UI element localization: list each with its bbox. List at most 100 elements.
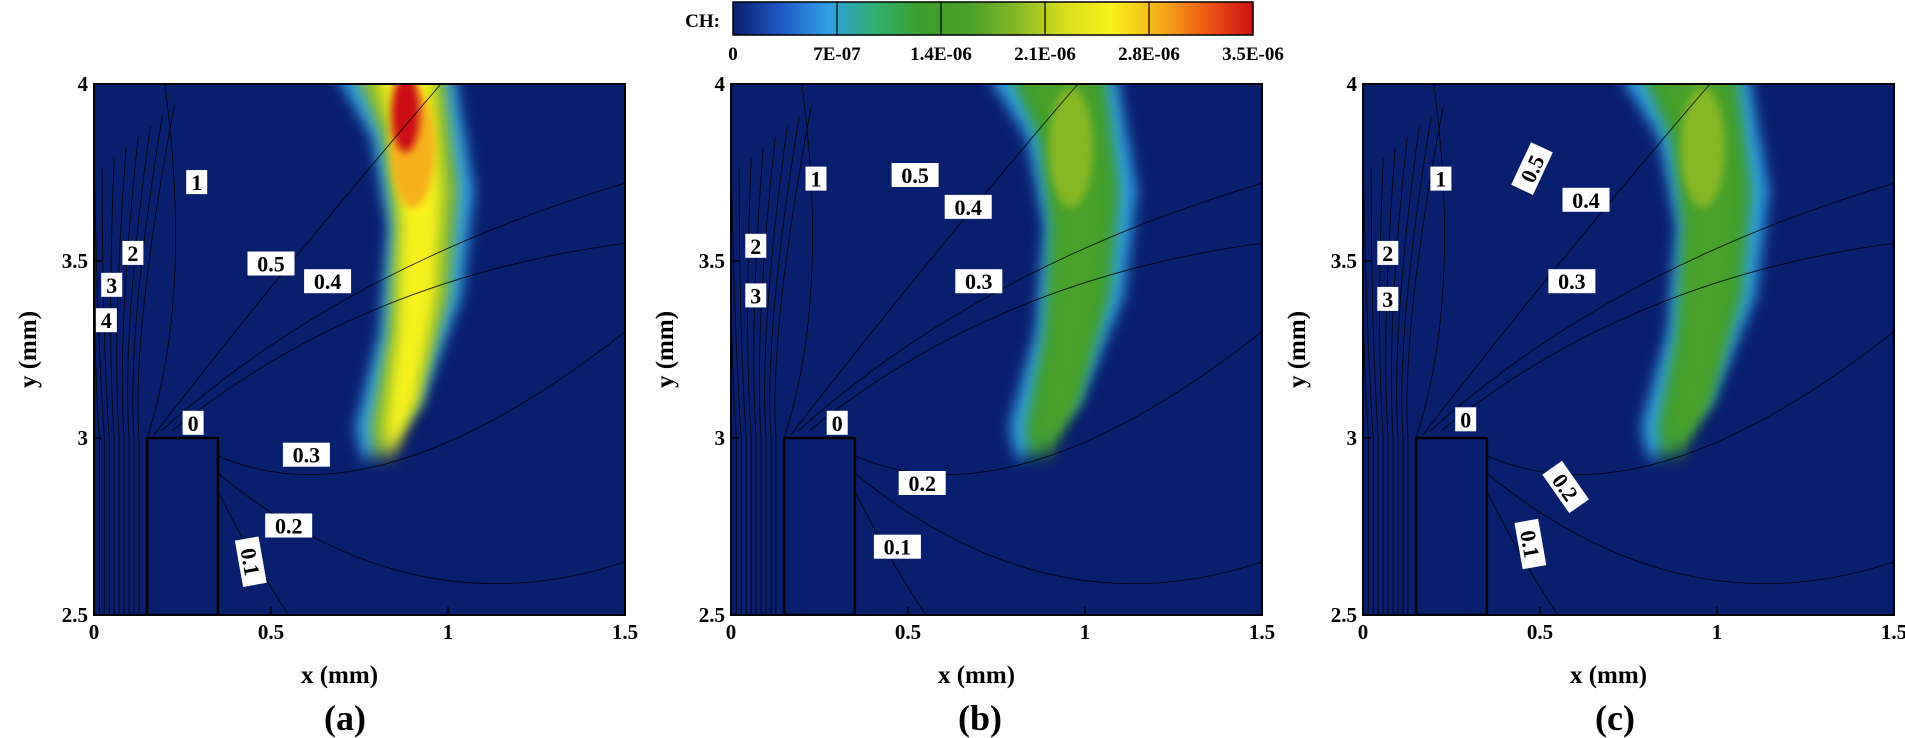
contour-label-text: 0.4 bbox=[1572, 188, 1600, 213]
x-tick-label: 1 bbox=[443, 620, 454, 644]
colorbar-tick-label: 3.5E-06 bbox=[1222, 44, 1284, 65]
contour-label-bg bbox=[805, 166, 827, 191]
contour-label: 3 bbox=[745, 283, 767, 308]
contour-label-text: 0.5 bbox=[257, 252, 285, 277]
colorbar-tick-label: 1.4E-06 bbox=[910, 44, 972, 65]
colorbar-title: CH: bbox=[685, 11, 720, 32]
contour-label-bg bbox=[1377, 240, 1399, 265]
contour-label-bg bbox=[1514, 518, 1547, 570]
contour-label-bg bbox=[898, 471, 946, 495]
plot-frame bbox=[1362, 83, 1895, 616]
contour-label-text: 0.2 bbox=[908, 471, 936, 496]
contour-label: 0.2 bbox=[265, 513, 313, 539]
contour-label-bg bbox=[745, 283, 767, 308]
obstacle-rect bbox=[145, 436, 220, 615]
contour-label-bg bbox=[1455, 407, 1477, 432]
contour-label-bg bbox=[1548, 269, 1596, 294]
contour-label-text: 3 bbox=[750, 283, 761, 308]
isoline-0.5 bbox=[790, 84, 1079, 435]
isoline-0.2 bbox=[854, 473, 1262, 585]
x-tick-label: 0 bbox=[89, 620, 100, 644]
contour-label-text: 0.1 bbox=[1515, 528, 1544, 559]
x-tick-label: 0 bbox=[1358, 620, 1369, 644]
isoline-0.4 bbox=[797, 182, 1262, 432]
contour-label-bg bbox=[282, 442, 330, 467]
isoline-0.3-lower bbox=[217, 331, 625, 476]
panel-2: 1 2 3 0.5 0.4 0.3 0.2 0.1 0 0 0.5 1 1.5 2.5 3 3.5 4 x (mm… bbox=[652, 72, 1275, 738]
x-tick-label: 1 bbox=[1712, 620, 1723, 644]
isoline-0.3-lower bbox=[1486, 331, 1894, 476]
contour-label: 0 bbox=[182, 410, 204, 436]
contour-label-bg bbox=[944, 194, 992, 219]
y-tick-label: 3 bbox=[78, 426, 89, 450]
isoline-left bbox=[774, 105, 812, 615]
x-tick-label: 0.5 bbox=[895, 620, 921, 644]
contour-label-text: 0.3 bbox=[1558, 269, 1586, 294]
y-tick-label: 2.5 bbox=[699, 603, 725, 627]
y-tick-label: 3 bbox=[715, 426, 726, 450]
isoline-left bbox=[1401, 115, 1432, 615]
x-tick-label: 1.5 bbox=[612, 620, 638, 644]
contour-label: 0.5 bbox=[891, 163, 939, 188]
contour-label-text: 0.3 bbox=[965, 269, 993, 294]
plot-frame bbox=[730, 83, 1263, 616]
contour-label-text: 3 bbox=[1382, 287, 1393, 312]
contour-label-bg bbox=[1377, 286, 1399, 311]
contour-label-bg bbox=[186, 170, 208, 195]
contour-label-text: 1 bbox=[191, 170, 202, 195]
isoline-left bbox=[1396, 126, 1420, 615]
isoline-left bbox=[1370, 168, 1379, 615]
contour-label: 0.4 bbox=[944, 194, 992, 220]
contour-label-text: 1 bbox=[1435, 167, 1446, 192]
contour-label-text: 0 bbox=[832, 411, 843, 436]
obstacle-rect bbox=[782, 436, 857, 615]
contour-label-bg bbox=[745, 233, 767, 258]
contour-label-bg bbox=[1562, 187, 1610, 212]
contour-label: 1 bbox=[1430, 166, 1452, 192]
panel-caption: (a) bbox=[324, 698, 366, 738]
flame-peak bbox=[391, 84, 420, 153]
y-tick-label: 4 bbox=[715, 72, 726, 96]
contour-label: 0.3 bbox=[955, 269, 1003, 294]
contour-label: 0.1 bbox=[234, 536, 267, 587]
contour-label: 0 bbox=[826, 410, 848, 436]
contour-label-text: 2 bbox=[127, 241, 138, 266]
y-tick-label: 3.5 bbox=[62, 249, 88, 273]
contour-label-bg bbox=[122, 240, 144, 265]
contour-label: 4 bbox=[95, 308, 117, 333]
flame-core bbox=[1680, 87, 1725, 208]
isoline-left bbox=[747, 158, 752, 615]
contour-label-text: 0.1 bbox=[236, 546, 265, 577]
isoline-0.5 bbox=[1422, 84, 1711, 435]
panel-caption: (c) bbox=[1595, 698, 1635, 738]
isoline-left bbox=[116, 147, 127, 615]
x-axis-title: x (mm) bbox=[301, 662, 378, 689]
contour-label: 0.3 bbox=[282, 442, 330, 468]
contour-label-bg bbox=[101, 272, 123, 297]
y-axis-title: y (mm) bbox=[1284, 311, 1311, 388]
x-axis-title: x (mm) bbox=[1570, 662, 1647, 689]
isoline-left bbox=[132, 115, 163, 615]
y-tick-label: 2.5 bbox=[1331, 603, 1357, 627]
contour-label-bg bbox=[1542, 460, 1589, 514]
contour-label: 2 bbox=[1377, 240, 1399, 266]
isoline-left bbox=[769, 115, 800, 615]
contour-label-text: 0.2 bbox=[275, 514, 303, 539]
contour-label: 0.1 bbox=[873, 534, 921, 560]
isoline-left bbox=[738, 168, 747, 615]
contour-label: 0.3 bbox=[1548, 269, 1596, 294]
isoline-left bbox=[1390, 137, 1408, 615]
y-tick-label: 4 bbox=[78, 72, 89, 96]
contour-label-bg bbox=[1430, 166, 1452, 191]
contour-label: 0.4 bbox=[304, 269, 352, 294]
isoline-0.2 bbox=[217, 473, 625, 585]
isoline-left bbox=[127, 126, 151, 615]
contour-label-text: 4 bbox=[101, 308, 112, 333]
contour-label: 0 bbox=[1455, 407, 1477, 432]
isoline-left bbox=[731, 179, 742, 615]
contour-label-bg bbox=[826, 410, 848, 435]
x-tick-label: 1.5 bbox=[1249, 620, 1275, 644]
isoline-0.4 bbox=[1429, 182, 1894, 432]
isoline-1 bbox=[783, 84, 814, 439]
